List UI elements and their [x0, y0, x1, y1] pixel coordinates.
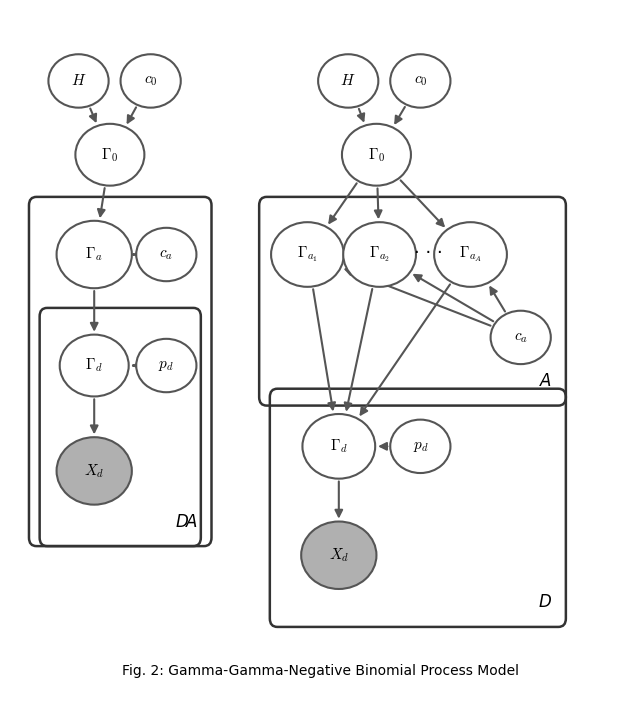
Text: A: A	[540, 372, 551, 390]
Text: $p_d$: $p_d$	[159, 358, 174, 373]
Ellipse shape	[390, 54, 451, 108]
Ellipse shape	[434, 222, 507, 287]
Ellipse shape	[76, 124, 145, 186]
Text: $\Gamma_0$: $\Gamma_0$	[101, 146, 118, 163]
Ellipse shape	[60, 335, 129, 397]
Text: $\Gamma_{a_1}$: $\Gamma_{a_1}$	[297, 244, 318, 265]
Ellipse shape	[136, 339, 196, 392]
Ellipse shape	[120, 54, 180, 108]
Text: $H$: $H$	[71, 73, 86, 88]
Text: D: D	[538, 594, 551, 612]
Text: A: A	[186, 513, 198, 531]
Text: $c_a$: $c_a$	[514, 330, 527, 345]
Text: $c_0$: $c_0$	[144, 73, 157, 88]
Text: · · ·: · · ·	[413, 244, 442, 262]
Ellipse shape	[271, 222, 344, 287]
Ellipse shape	[343, 222, 416, 287]
Text: D: D	[175, 513, 188, 531]
Ellipse shape	[342, 124, 411, 186]
Text: $\Gamma_{a_2}$: $\Gamma_{a_2}$	[369, 244, 390, 265]
Text: $\Gamma_0$: $\Gamma_0$	[368, 146, 385, 163]
Text: $X_d$: $X_d$	[329, 546, 349, 564]
Ellipse shape	[318, 54, 378, 108]
Text: $\Gamma_d$: $\Gamma_d$	[85, 357, 103, 374]
Text: $\Gamma_d$: $\Gamma_d$	[330, 437, 348, 455]
Text: Fig. 2: Gamma-Gamma-Negative Binomial Process Model: Fig. 2: Gamma-Gamma-Negative Binomial Pr…	[122, 664, 518, 678]
Ellipse shape	[301, 521, 376, 589]
Ellipse shape	[136, 228, 196, 281]
Ellipse shape	[49, 54, 109, 108]
Text: $X_d$: $X_d$	[84, 462, 104, 480]
Text: $\Gamma_{a_A}$: $\Gamma_{a_A}$	[459, 244, 482, 265]
Ellipse shape	[390, 419, 451, 473]
Ellipse shape	[56, 221, 132, 288]
Text: $c_a$: $c_a$	[159, 247, 173, 262]
Ellipse shape	[303, 414, 375, 479]
Text: $\Gamma_a$: $\Gamma_a$	[85, 246, 103, 263]
Text: $p_d$: $p_d$	[413, 439, 428, 454]
Ellipse shape	[491, 310, 551, 364]
Text: $H$: $H$	[340, 73, 356, 88]
Text: $c_0$: $c_0$	[413, 73, 427, 88]
Ellipse shape	[56, 437, 132, 505]
